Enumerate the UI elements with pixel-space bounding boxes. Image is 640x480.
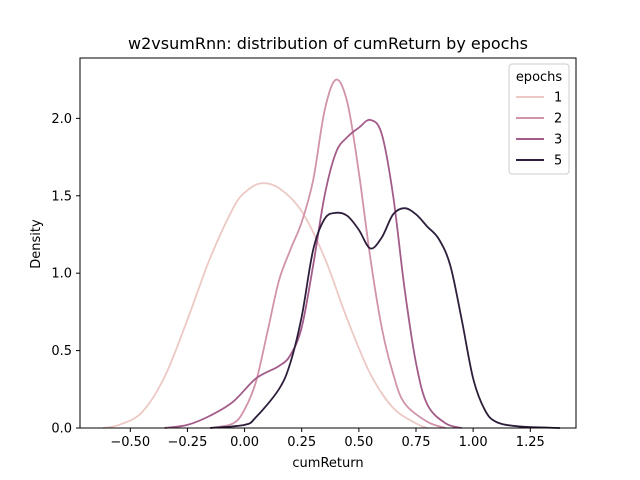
x-tick-label: 0.50 bbox=[344, 435, 373, 450]
x-tick-label: 0.25 bbox=[287, 435, 316, 450]
y-tick-label: 0.5 bbox=[51, 344, 72, 359]
legend: epochs 1 2 3 5 bbox=[508, 63, 570, 175]
legend-title: epochs bbox=[516, 70, 563, 85]
y-tick-label: 1.5 bbox=[51, 189, 72, 204]
density-line-epochs-5 bbox=[210, 207, 561, 429]
y-axis-ticks: 0.0 0.5 1.0 1.5 2.0 bbox=[51, 112, 80, 437]
x-tick-label: 0.75 bbox=[402, 435, 431, 450]
y-axis-label: Density bbox=[29, 219, 44, 269]
y-tick-label: 1.0 bbox=[51, 267, 72, 282]
x-axis-ticks: −0.50 −0.25 0.00 0.25 0.50 0.75 1.00 1.25 bbox=[110, 428, 545, 450]
legend-label-epochs-5: 5 bbox=[554, 154, 562, 169]
x-tick-label: 1.25 bbox=[516, 435, 545, 450]
legend-label-epochs-3: 3 bbox=[554, 133, 562, 148]
y-tick-label: 0.0 bbox=[51, 422, 72, 437]
y-tick-label: 2.0 bbox=[51, 112, 72, 127]
x-axis-label: cumReturn bbox=[292, 456, 363, 471]
x-tick-label: −0.25 bbox=[168, 435, 208, 450]
density-line-epochs-3 bbox=[164, 118, 462, 429]
series-layer bbox=[102, 78, 561, 429]
x-tick-label: 1.00 bbox=[459, 435, 488, 450]
density-line-epochs-1 bbox=[102, 182, 428, 429]
density-line-epochs-2 bbox=[210, 78, 446, 429]
legend-label-epochs-2: 2 bbox=[554, 112, 562, 127]
chart-title: w2vsumRnn: distribution of cumReturn by … bbox=[128, 34, 528, 53]
x-tick-label: 0.00 bbox=[230, 435, 259, 450]
plot-frame bbox=[79, 57, 577, 429]
x-tick-label: −0.50 bbox=[110, 435, 150, 450]
legend-label-epochs-1: 1 bbox=[554, 91, 562, 106]
